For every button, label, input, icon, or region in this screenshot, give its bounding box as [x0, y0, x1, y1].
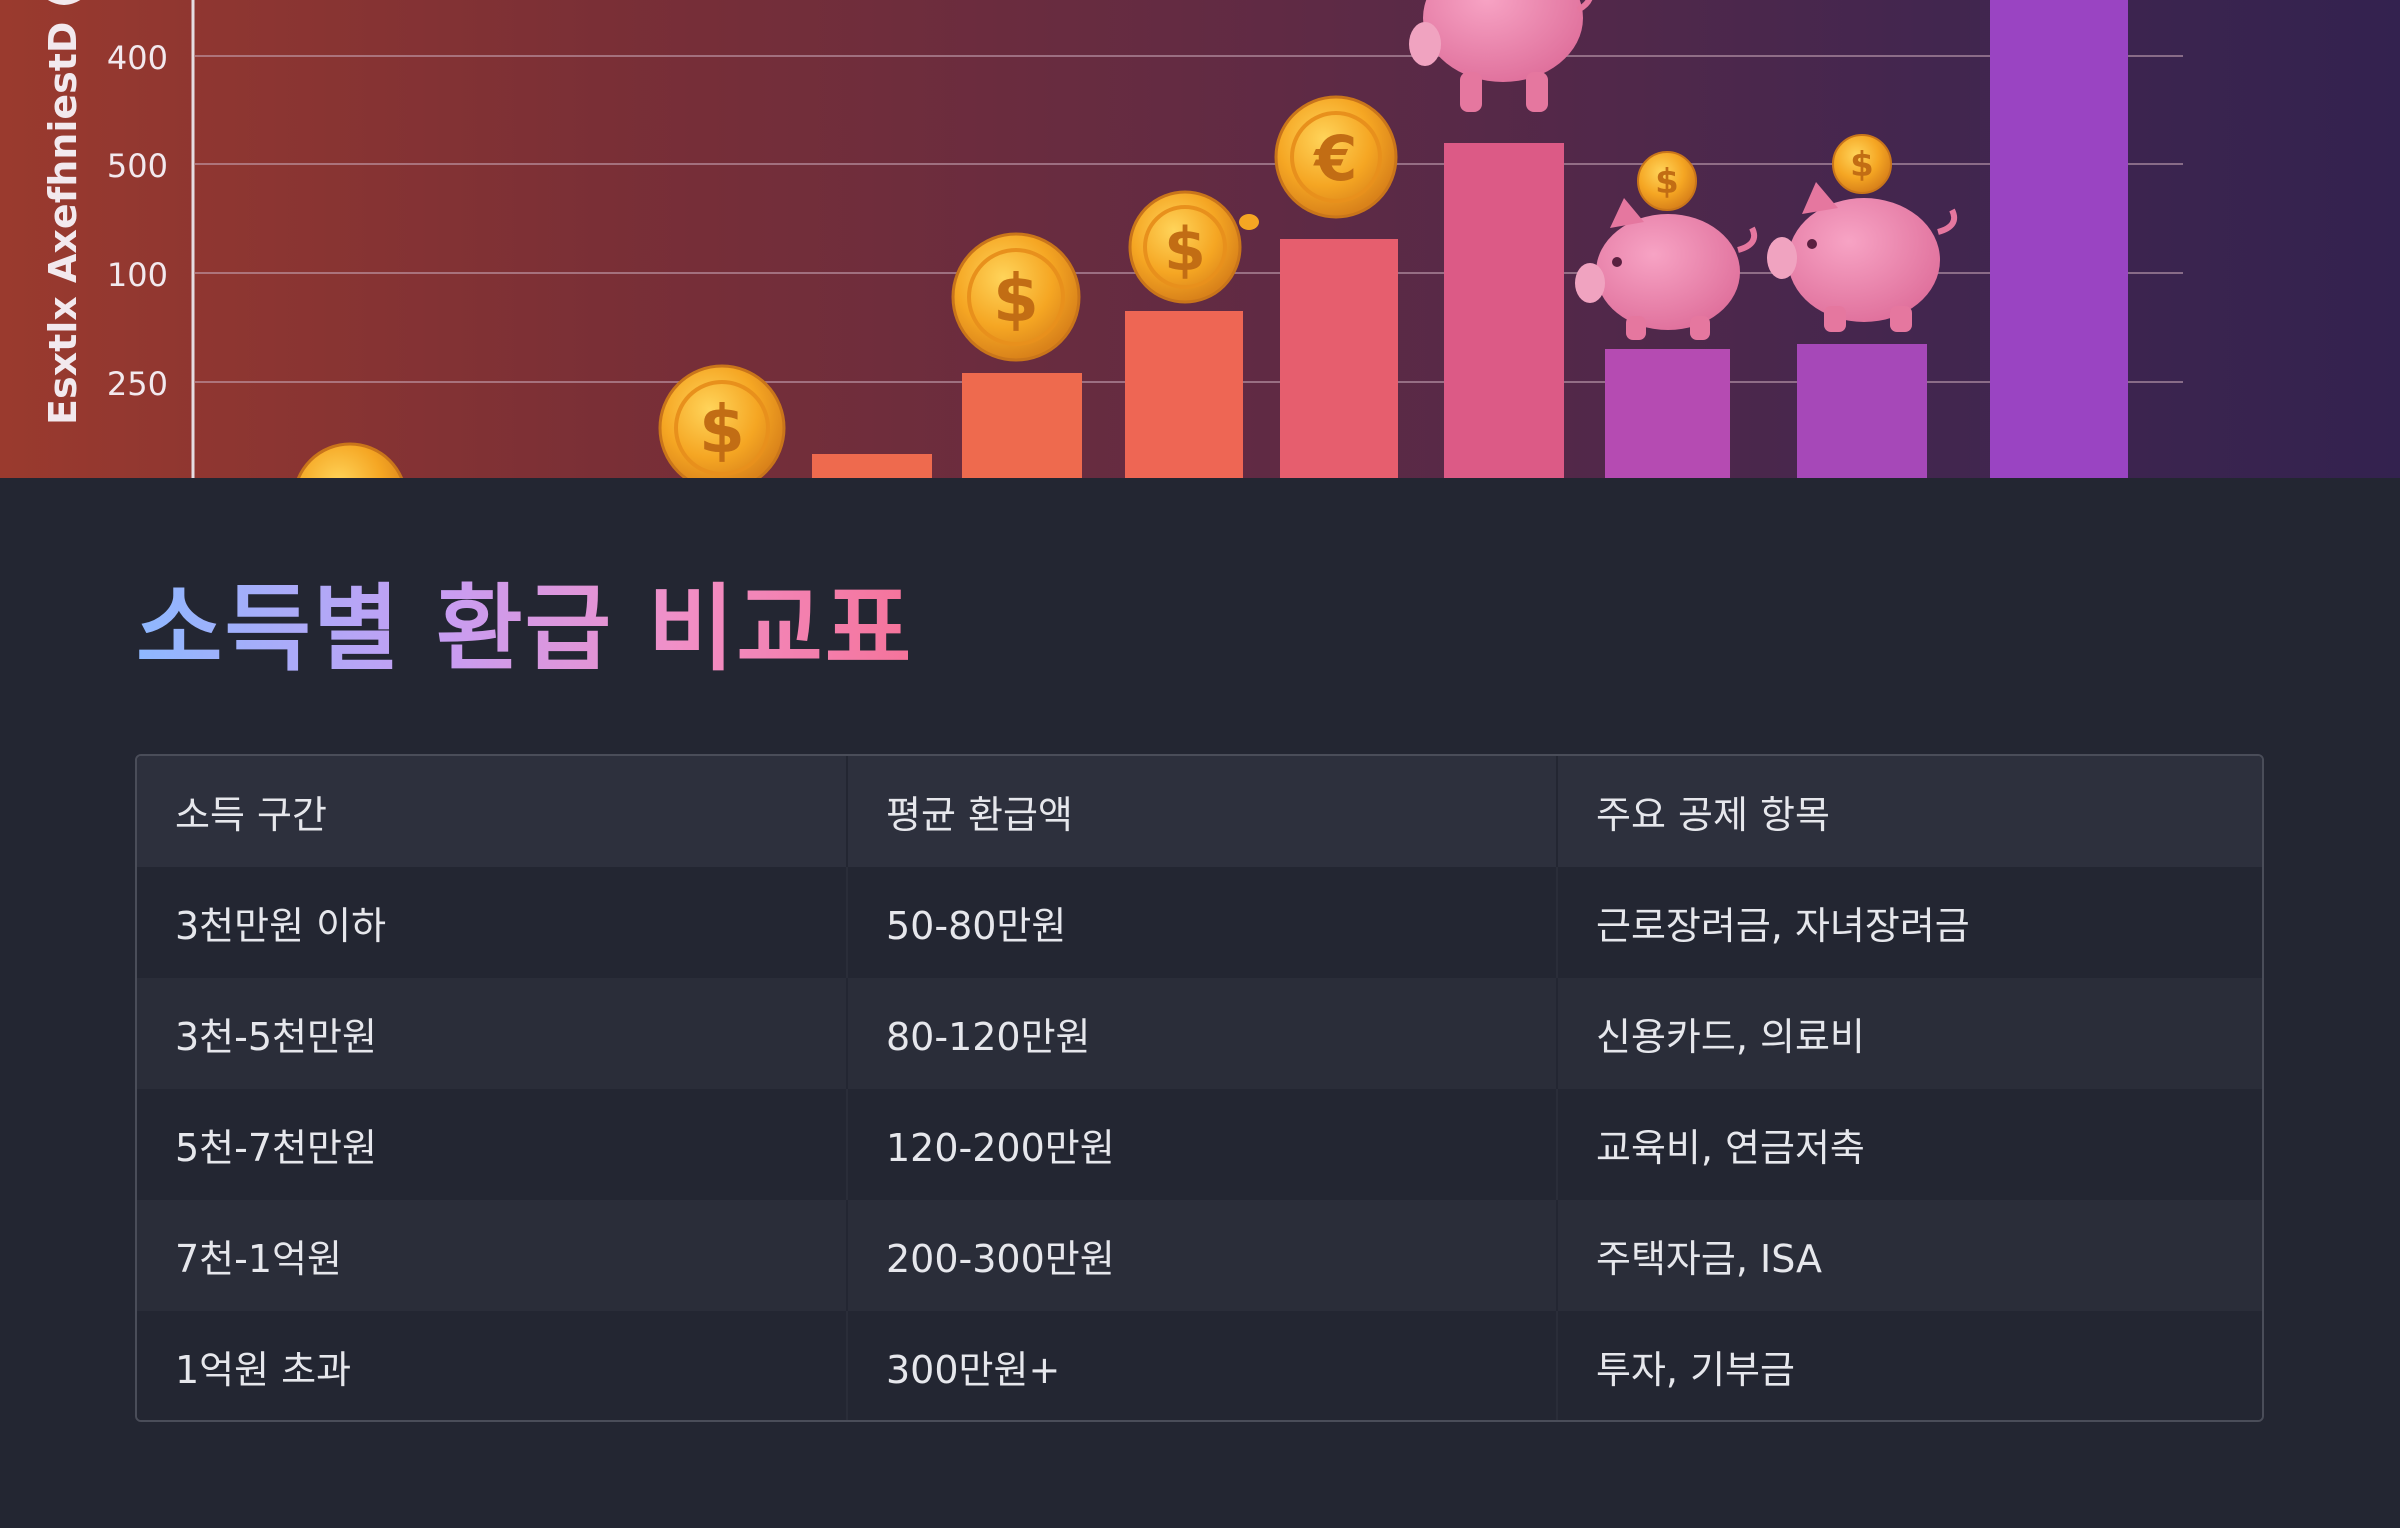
table-cell: 주택자금, ISA [1556, 1200, 2262, 1311]
bar [1125, 311, 1243, 478]
coin-symbol: $ [993, 260, 1039, 337]
tick-label: 400 [107, 39, 168, 77]
bar [1280, 239, 1398, 478]
chart-axis-label: Esxtlx AxefhniestD ( [41, 0, 85, 425]
coin-symbol: $ [699, 391, 745, 468]
coin-symbol: $ [1850, 145, 1874, 185]
table-cell: 투자, 기부금 [1556, 1311, 2262, 1420]
coin-icon: $ [951, 232, 1081, 362]
tick-labels: 400 500 100 250 [107, 39, 168, 403]
table-cell: 80-120만원 [846, 978, 1557, 1089]
table-row: 1억원 초과 300만원+ 투자, 기부금 [137, 1311, 2262, 1420]
column-header-income-range: 소득 구간 [137, 756, 847, 867]
table-row: 3천-5천만원 80-120만원 신용카드, 의료비 [137, 978, 2262, 1089]
coin-symbol: € [1312, 122, 1357, 195]
coin-symbol: $ [1164, 215, 1206, 285]
coin-symbol: $ [1655, 162, 1679, 202]
savings-growth-illustration: Esxtlx AxefhniestD ( 400 500 100 250 $ [41, 0, 2183, 478]
column-header-average-refund: 평균 환급액 [846, 756, 1557, 867]
piggy-bank-icon [1767, 182, 1958, 332]
hero-banner-image: Esxtlx AxefhniestD ( 400 500 100 250 $ [0, 0, 2400, 478]
table-cell: 5천-7천만원 [137, 1089, 847, 1200]
table-cell: 근로장려금, 자녀장려금 [1556, 867, 2262, 978]
table-cell: 50-80만원 [846, 867, 1557, 978]
coin-icon: $ [1637, 151, 1697, 211]
table-cell: 120-200만원 [846, 1089, 1557, 1200]
table-row: 5천-7천만원 120-200만원 교육비, 연금저축 [137, 1089, 2262, 1200]
bar [1444, 143, 1564, 478]
table-cell: 3천만원 이하 [137, 867, 847, 978]
table-cell: 3천-5천만원 [137, 978, 847, 1089]
refund-comparison-table: 소득 구간 평균 환급액 주요 공제 항목 3천만원 이하 50-80만원 근로… [135, 754, 2264, 1422]
table-cell: 200-300만원 [846, 1200, 1557, 1311]
tick-label: 500 [107, 147, 168, 185]
table-cell: 1억원 초과 [137, 1311, 847, 1420]
piggy-bank-icon [1409, 0, 1593, 112]
table-header-row: 소득 구간 평균 환급액 주요 공제 항목 [137, 756, 2262, 867]
piggy-banks-group [1409, 0, 1958, 340]
bars-group [812, 0, 2128, 478]
tick-label: 100 [107, 256, 168, 294]
bar [1605, 349, 1730, 478]
bar [962, 373, 1082, 478]
coin-icon: € [1274, 95, 1398, 219]
bar [1797, 344, 1927, 478]
section-title: 소득별 환급 비교표 [136, 570, 913, 690]
coin-icon [296, 442, 404, 478]
table-cell: 300만원+ [846, 1311, 1557, 1420]
table-row: 7천-1억원 200-300만원 주택자금, ISA [137, 1200, 2262, 1311]
column-header-main-deductions: 주요 공제 항목 [1556, 756, 2262, 867]
coin-icon: $ [658, 364, 786, 478]
tick-label: 250 [107, 365, 168, 403]
table-cell: 신용카드, 의료비 [1556, 978, 2262, 1089]
table-cell: 7천-1억원 [137, 1200, 847, 1311]
coins-group: $ $ $ € $ [296, 95, 1892, 478]
coin-icon: $ [1832, 134, 1892, 194]
table-cell: 교육비, 연금저축 [1556, 1089, 2262, 1200]
bar [812, 454, 932, 478]
bar [1990, 0, 2128, 478]
euro-coin-icon: $ [1128, 190, 1259, 304]
table-row: 3천만원 이하 50-80만원 근로장려금, 자녀장려금 [137, 867, 2262, 978]
piggy-bank-icon [1575, 198, 1758, 340]
